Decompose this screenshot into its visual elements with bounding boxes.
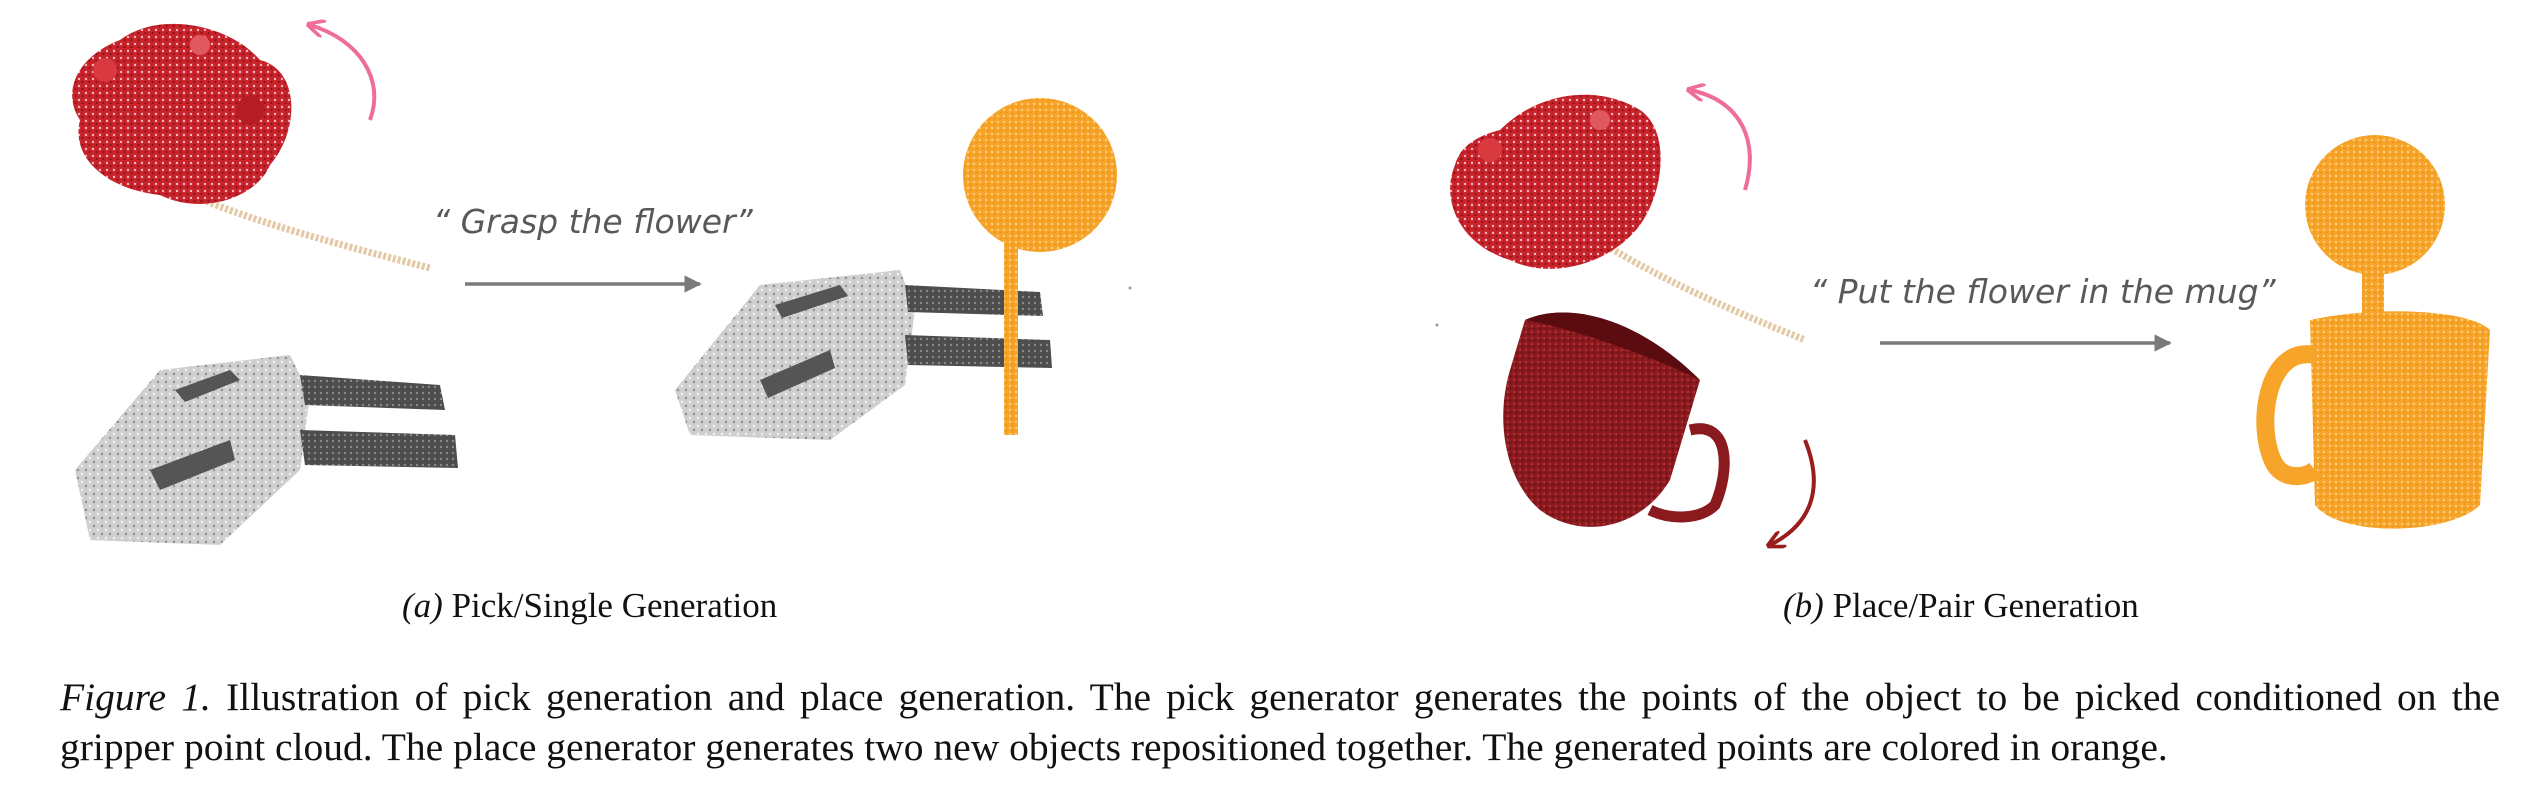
subcaption-a: (a) Pick/Single Generation	[402, 586, 777, 626]
subcaption-b-title: Place/Pair Generation	[1832, 586, 2139, 625]
caption-text: Illustration of pick generation and plac…	[60, 675, 2500, 769]
output-gripper-point-cloud	[675, 270, 1052, 440]
subcaption-a-label: (a)	[402, 586, 443, 625]
rotation-arrow-pink-b	[1690, 90, 1752, 191]
subcaption-a-title: Pick/Single Generation	[451, 586, 778, 625]
input-gripper-point-cloud	[75, 355, 458, 545]
input-flower-b-point-cloud	[1450, 94, 1807, 344]
prompt-put-flower-in-mug: “ Put the flower in the mug”	[1810, 272, 2276, 311]
rotation-arrow-pink	[310, 25, 377, 121]
prompt-grasp-the-flower: “ Grasp the flower”	[433, 202, 753, 241]
caption-label: Figure 1.	[60, 675, 211, 719]
input-flower-point-cloud	[72, 23, 431, 272]
panel-b-artwork	[1435, 90, 2490, 545]
generated-flower-mug-point-cloud	[2256, 135, 2490, 529]
panel-a-artwork	[72, 23, 1132, 545]
input-mug-point-cloud	[1503, 312, 1730, 527]
generated-flower-point-cloud	[963, 98, 1117, 435]
rotation-arrow-darkred	[1770, 439, 1816, 545]
subcaption-b-label: (b)	[1783, 586, 1824, 625]
subcaption-b: (b) Place/Pair Generation	[1783, 586, 2139, 626]
figure-caption: Figure 1. Illustration of pick generatio…	[60, 672, 2500, 772]
